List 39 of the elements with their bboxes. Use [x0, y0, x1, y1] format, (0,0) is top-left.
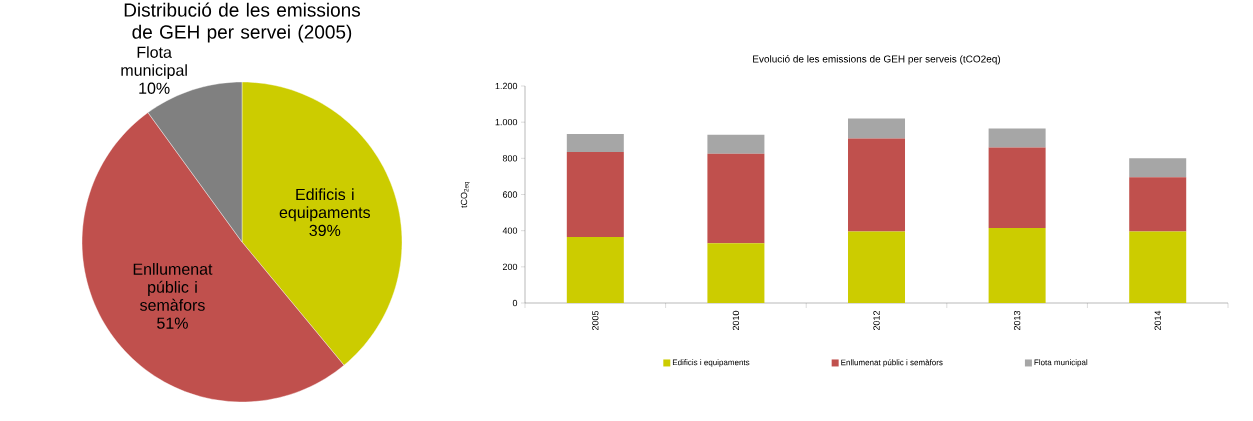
- bar: [566, 152, 624, 237]
- y-tick-label: 200: [502, 263, 518, 271]
- chart-title: Evolució de les emissions de GEH per serveis (tCO2eq): [753, 55, 1001, 65]
- y-tick-label: 400: [502, 227, 518, 234]
- y-tick-label: 1.000: [495, 118, 518, 126]
- bar: [707, 134, 765, 154]
- bar: [566, 133, 624, 152]
- bar: [988, 227, 1046, 303]
- bar: [707, 153, 765, 244]
- bar: [848, 231, 906, 303]
- bar: [1129, 231, 1187, 303]
- y-tick-label: 1.200: [495, 82, 518, 90]
- data-label: 51%: [157, 317, 188, 329]
- x-tick-label: 2014: [1154, 310, 1161, 331]
- x-tick-label: 2005: [592, 310, 599, 331]
- slice-label: Enllumenat públic i semàfors: [133, 263, 213, 311]
- x-tick-label: 2010: [732, 310, 740, 331]
- x-tick-label: 2013: [1013, 310, 1021, 331]
- legend-label: Edificis i equipaments: [672, 359, 750, 367]
- bar: [1129, 158, 1187, 178]
- bar: [1129, 177, 1187, 232]
- bar: [848, 118, 906, 139]
- slice-label: Flota municipal: [121, 46, 187, 80]
- y-tick-label: 0: [512, 299, 518, 307]
- chart-title: Distribució de les emissions de GEH per servei (2005): [124, 2, 361, 43]
- y-tick-label: 600: [502, 191, 518, 198]
- slice-label: Edificis i equipaments: [279, 188, 371, 222]
- bar: [848, 138, 906, 232]
- y-axis-title: tCO$_{2eq}$: [460, 181, 470, 208]
- bar: [707, 243, 765, 303]
- legend-label: Enllumenat públic i semàfors: [841, 359, 943, 367]
- x-tick-label: 2012: [873, 310, 880, 331]
- bar: [566, 237, 624, 303]
- data-label: 10%: [139, 82, 170, 94]
- bar: [988, 128, 1046, 148]
- legend-label: Flota municipal: [1034, 359, 1088, 367]
- bar: [988, 147, 1046, 228]
- y-tick-label: 800: [502, 155, 518, 162]
- data-label: 39%: [309, 224, 341, 237]
